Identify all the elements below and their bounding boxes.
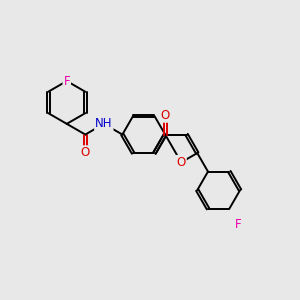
Text: F: F [64,74,70,88]
Text: F: F [235,218,242,231]
Text: O: O [81,146,90,159]
Text: O: O [177,156,186,169]
Text: NH: NH [95,117,112,130]
Text: O: O [160,109,170,122]
